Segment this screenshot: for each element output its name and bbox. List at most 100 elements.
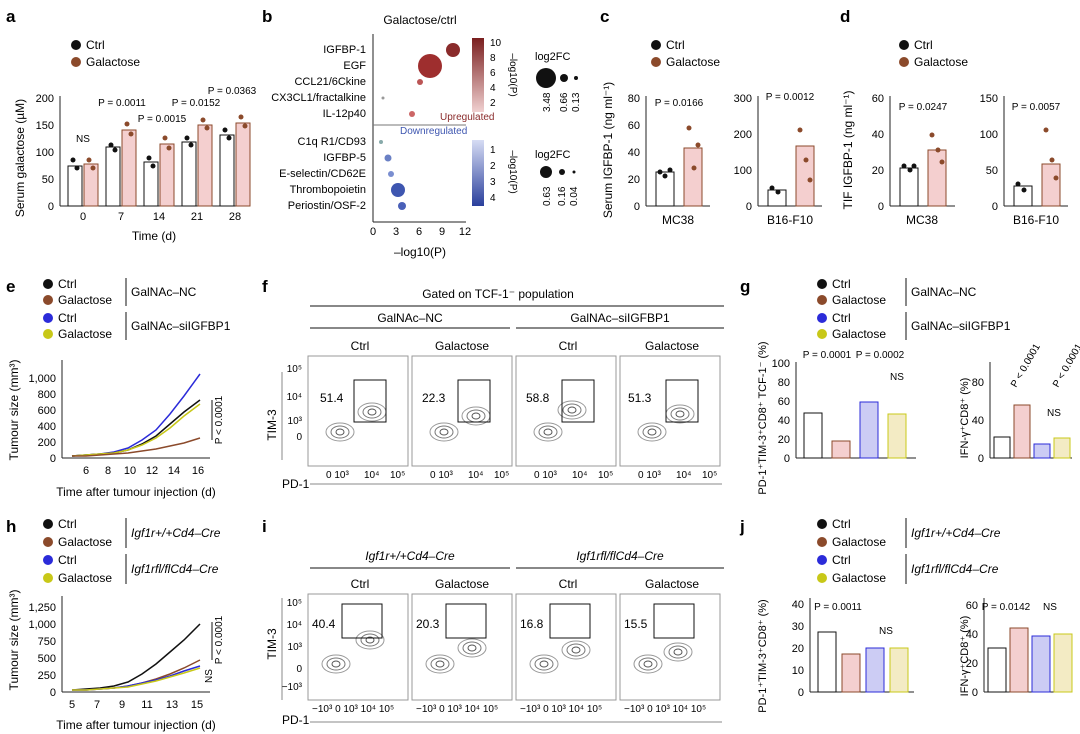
svg-text:14: 14 (168, 465, 180, 477)
svg-text:10⁴: 10⁴ (676, 470, 691, 481)
svg-text:250: 250 (38, 670, 56, 682)
svg-text:TIM-3: TIM-3 (265, 409, 279, 441)
svg-text:40: 40 (628, 147, 640, 159)
svg-text:Galactose: Galactose (435, 577, 489, 591)
svg-text:Serum IGFBP-1 (ng ml⁻¹): Serum IGFBP-1 (ng ml⁻¹) (601, 82, 615, 218)
svg-text:Igf1r+/+Cd4–Cre: Igf1r+/+Cd4–Cre (911, 526, 1001, 540)
svg-text:10³: 10³ (288, 416, 303, 427)
svg-text:4: 4 (490, 193, 496, 204)
svg-text:Galactose: Galactose (832, 293, 886, 307)
svg-text:0: 0 (992, 201, 998, 213)
svg-text:8: 8 (490, 53, 496, 64)
svg-text:log2FC: log2FC (535, 149, 571, 161)
panel-b: Galactose/ctrl IGFBP-1 EGF CCL21/6Ckine … (271, 13, 582, 259)
svg-text:16.8: 16.8 (520, 617, 544, 631)
svg-text:60: 60 (872, 93, 884, 105)
svg-text:10⁵: 10⁵ (702, 470, 717, 481)
svg-text:3.48: 3.48 (542, 92, 553, 112)
svg-text:150: 150 (980, 93, 998, 105)
svg-text:80: 80 (972, 377, 984, 389)
svg-text:40: 40 (972, 415, 984, 427)
svg-text:15: 15 (191, 699, 203, 711)
svg-text:Galactose: Galactose (832, 535, 886, 549)
svg-text:Galactose: Galactose (645, 339, 699, 353)
svg-text:10⁴: 10⁴ (287, 392, 302, 403)
panel-label-g: g (740, 277, 750, 296)
svg-text:10⁴: 10⁴ (468, 470, 483, 481)
svg-text:0: 0 (972, 687, 978, 699)
svg-text:P = 0.0011: P = 0.0011 (814, 602, 862, 613)
svg-text:10: 10 (490, 38, 502, 49)
svg-text:10: 10 (792, 665, 804, 677)
panel-label-e: e (6, 277, 15, 296)
svg-text:−10³ 0 10³ 10⁴ 10⁵: −10³ 0 10³ 10⁴ 10⁵ (624, 704, 706, 715)
svg-text:20: 20 (792, 643, 804, 655)
svg-text:Ctrl: Ctrl (58, 517, 77, 531)
svg-text:PD-1: PD-1 (282, 477, 310, 491)
svg-text:NS: NS (879, 626, 893, 637)
svg-text:10⁵: 10⁵ (598, 470, 613, 481)
svg-text:P = 0.0015: P = 0.0015 (138, 114, 187, 125)
legend-dot-ctrl (71, 40, 81, 50)
svg-text:Ctrl: Ctrl (559, 577, 578, 591)
svg-text:–log10(P): –log10(P) (507, 150, 518, 193)
svg-text:Ctrl: Ctrl (666, 38, 685, 52)
svg-text:B16-F10: B16-F10 (1013, 213, 1059, 227)
svg-text:Galactose: Galactose (832, 571, 886, 585)
svg-text:Igf1rfl/flCd4–Cre: Igf1rfl/flCd4–Cre (911, 562, 999, 576)
svg-text:3: 3 (490, 177, 496, 188)
svg-text:1: 1 (490, 145, 496, 156)
svg-text:10⁴: 10⁴ (572, 470, 587, 481)
svg-text:150: 150 (36, 120, 54, 132)
svg-text:10⁵: 10⁵ (390, 470, 405, 481)
svg-text:C1q R1/CD93: C1q R1/CD93 (298, 136, 366, 148)
svg-text:4: 4 (490, 83, 496, 94)
svg-text:Tumour size (mm³): Tumour size (mm³) (7, 360, 21, 461)
svg-text:51.4: 51.4 (320, 391, 344, 405)
svg-text:NS: NS (890, 372, 904, 383)
svg-text:60: 60 (778, 396, 790, 408)
svg-text:P = 0.0012: P = 0.0012 (766, 92, 815, 103)
svg-text:6: 6 (490, 68, 496, 79)
svg-text:20: 20 (966, 658, 978, 670)
svg-text:500: 500 (38, 653, 56, 665)
svg-text:GalNAc–NC: GalNAc–NC (131, 285, 197, 299)
svg-text:10: 10 (124, 465, 136, 477)
svg-text:10⁵: 10⁵ (287, 364, 302, 375)
svg-text:9: 9 (439, 226, 445, 238)
b-xlabel: –log10(P) (394, 245, 446, 259)
svg-text:12: 12 (146, 465, 158, 477)
svg-text:P = 0.0011: P = 0.0011 (98, 98, 146, 109)
svg-text:60: 60 (628, 120, 640, 132)
svg-text:P = 0.0166: P = 0.0166 (655, 98, 704, 109)
svg-text:log2FC: log2FC (535, 51, 571, 63)
svg-text:0 10³: 0 10³ (430, 470, 453, 481)
svg-text:30: 30 (792, 621, 804, 633)
panel-label-c: c (600, 7, 609, 26)
svg-text:Galactose: Galactose (58, 293, 112, 307)
svg-text:58.8: 58.8 (526, 391, 550, 405)
panel-c: Ctrl Galactose Serum IGFBP-1 (ng ml⁻¹) 0… (601, 38, 822, 227)
svg-text:0 10³: 0 10³ (638, 470, 661, 481)
legend-galactose: Galactose (86, 55, 140, 69)
svg-text:Ctrl: Ctrl (58, 277, 77, 291)
svg-text:P = 0.0001: P = 0.0001 (803, 350, 852, 361)
svg-text:10⁴: 10⁴ (364, 470, 379, 481)
panel-label-d: d (840, 7, 850, 26)
legend-dot-galactose (71, 57, 81, 67)
panel-label-a: a (6, 7, 16, 26)
svg-text:NS: NS (1043, 602, 1057, 613)
svg-text:22.3: 22.3 (422, 391, 446, 405)
svg-text:Galactose: Galactose (58, 535, 112, 549)
svg-text:Ctrl: Ctrl (351, 577, 370, 591)
svg-text:Ctrl: Ctrl (832, 277, 851, 291)
svg-text:7: 7 (94, 699, 100, 711)
svg-text:P = 0.0152: P = 0.0152 (172, 98, 221, 109)
svg-text:0.66: 0.66 (559, 92, 570, 112)
svg-text:28: 28 (229, 211, 241, 223)
svg-text:200: 200 (38, 437, 56, 449)
panel-i: Igf1r+/+Cd4–Cre Igf1rfl/flCd4–Cre Ctrl G… (265, 549, 724, 727)
svg-text:200: 200 (734, 129, 752, 141)
svg-text:NS: NS (204, 669, 215, 683)
